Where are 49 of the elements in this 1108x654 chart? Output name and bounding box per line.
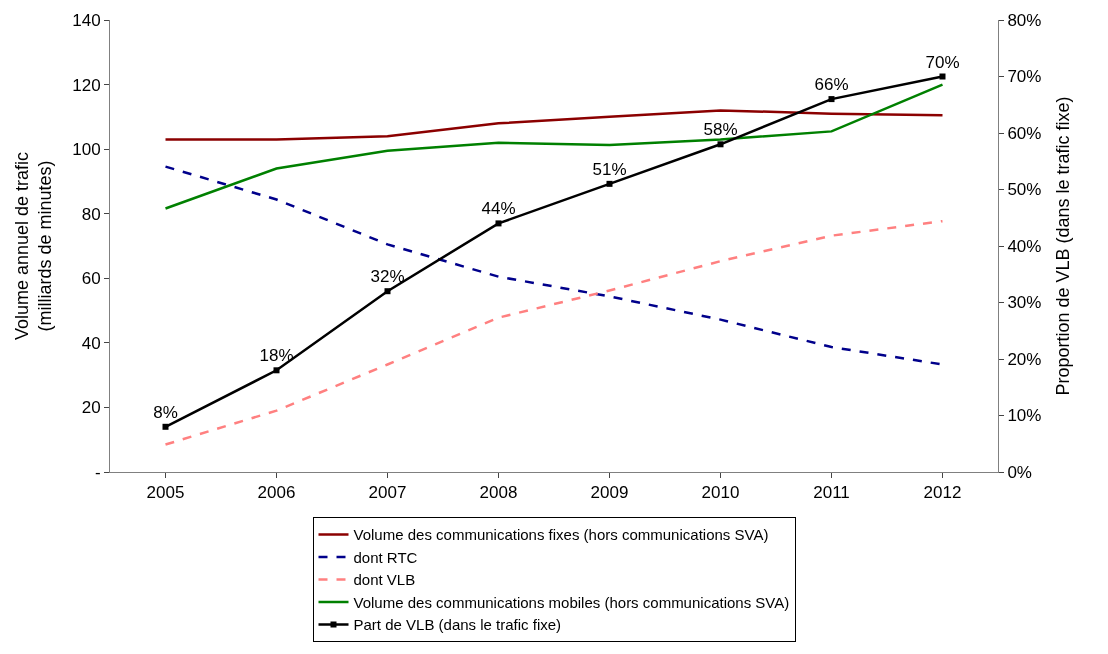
point xyxy=(717,141,724,148)
y-tick-label: 20 xyxy=(81,398,101,418)
data-label: 58% xyxy=(703,120,738,140)
y2-tick-label: 60% xyxy=(1007,123,1042,143)
y-tick-label: - xyxy=(94,462,101,482)
data-label: 66% xyxy=(814,75,849,95)
y2-tick-label: 30% xyxy=(1007,293,1042,313)
x-tick-label: 2007 xyxy=(368,483,407,503)
data-label: 32% xyxy=(370,267,405,287)
y2-tick-label: 20% xyxy=(1007,349,1042,369)
data-label: 18% xyxy=(259,346,294,366)
y-tick-label: 40 xyxy=(81,333,101,353)
x-tick-label: 2008 xyxy=(479,483,518,503)
y2-tick-label: 0% xyxy=(1007,462,1032,482)
y2-tick-label: 70% xyxy=(1007,67,1042,87)
legend-label: Part de VLB (dans le trafic fixe) xyxy=(353,616,562,634)
y-tick-label: 120 xyxy=(72,75,101,95)
data-label: 51% xyxy=(592,159,627,179)
point xyxy=(606,180,613,187)
x-tick-label: 2006 xyxy=(257,483,296,503)
legend-label: Volume des communications fixes (hors communications SVA) xyxy=(353,526,769,544)
y-tick-label: 100 xyxy=(72,140,101,160)
data-label: 70% xyxy=(925,52,960,72)
y-tick-label: 60 xyxy=(81,269,101,289)
x-tick-label: 2011 xyxy=(813,483,850,503)
line-series xyxy=(164,109,944,141)
x-tick-label: 2012 xyxy=(923,483,962,503)
legend-label: dont RTC xyxy=(353,548,418,566)
x-tick-label: 2005 xyxy=(146,483,185,503)
legend-label: dont VLB xyxy=(353,571,416,589)
point xyxy=(384,288,391,295)
legend-label: Volume des communications mobiles (hors communications SVA) xyxy=(353,593,790,611)
x-tick-label: 2010 xyxy=(701,483,740,503)
point xyxy=(162,423,169,430)
x-tick-label: 2009 xyxy=(590,483,629,503)
point xyxy=(939,73,946,80)
y2-tick-label: 80% xyxy=(1007,10,1042,30)
data-label: 44% xyxy=(481,199,516,219)
y2-axis-title: Proportion de VLB (dans le trafic fixe) xyxy=(1052,96,1073,396)
y2-tick-label: 10% xyxy=(1007,406,1042,426)
y2-tick-label: 40% xyxy=(1007,236,1042,256)
point xyxy=(828,96,835,103)
point xyxy=(495,220,502,227)
data-label: 8% xyxy=(153,402,178,422)
y2-tick-label: 50% xyxy=(1007,180,1042,200)
point xyxy=(273,367,280,374)
y-tick-label: 140 xyxy=(72,10,101,30)
y-tick-label: 80 xyxy=(81,204,101,224)
y-axis-title: Volume annuel de trafic (milliards de minutes) xyxy=(12,151,56,341)
